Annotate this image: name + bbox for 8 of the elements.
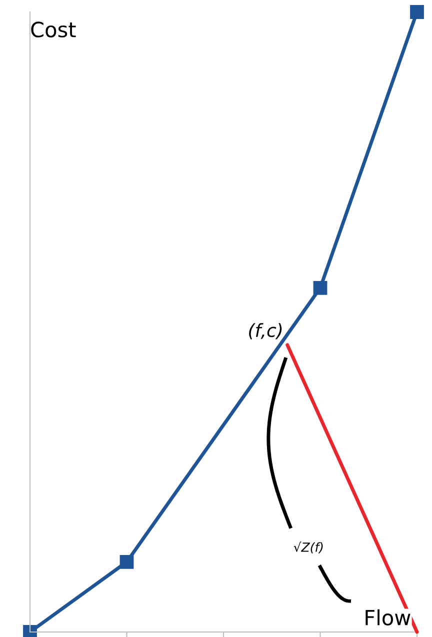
annotation: √Z(f) <box>294 542 323 554</box>
point <box>23 625 37 637</box>
point <box>120 554 134 569</box>
point <box>410 5 424 19</box>
y-axis-title: Cost <box>31 22 76 38</box>
x-axis-title: Flow <box>366 609 410 626</box>
point <box>313 280 328 295</box>
annotation: (f,c) <box>249 323 282 340</box>
